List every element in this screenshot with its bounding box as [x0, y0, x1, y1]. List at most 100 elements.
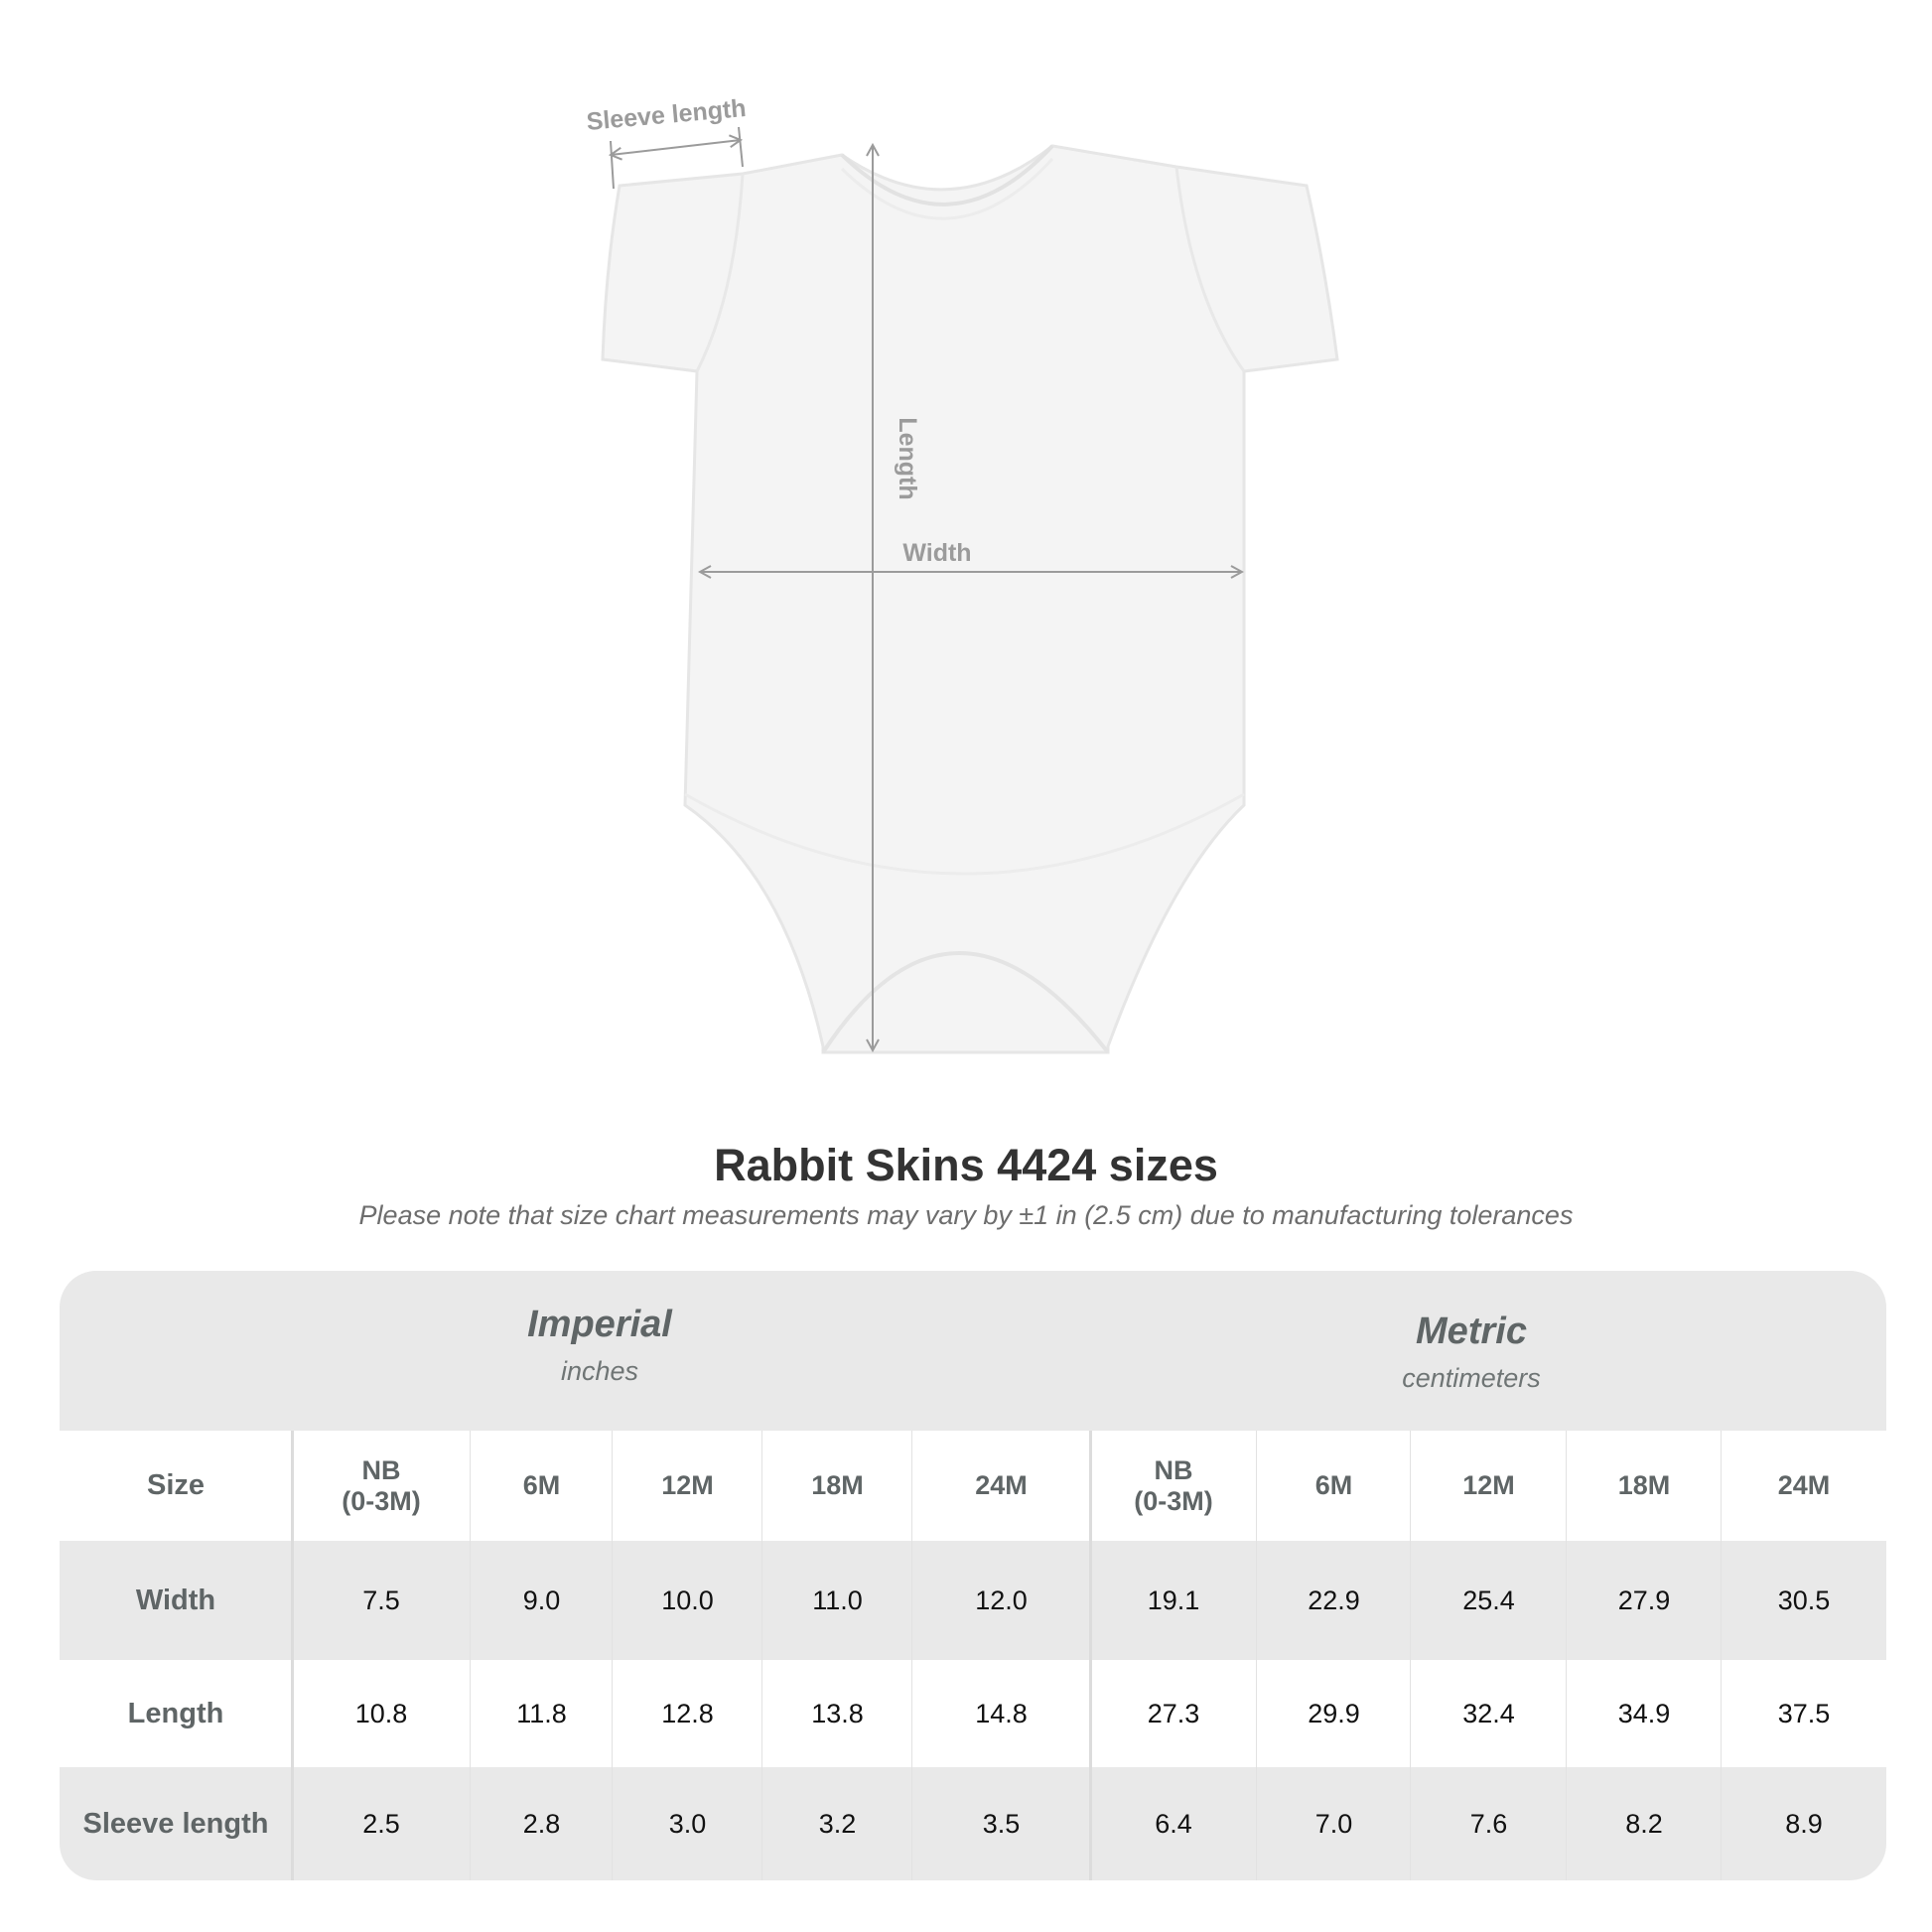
table-cell-text: 10.8	[354, 1698, 408, 1728]
size-column-header-text: 12M	[1462, 1470, 1515, 1500]
table-cell-text: 25.4	[1462, 1585, 1515, 1615]
table-cell: 14.8	[912, 1660, 1090, 1767]
table-cell: 10.0	[613, 1541, 762, 1660]
size-header-text: Size	[146, 1469, 206, 1501]
size-column-header-text: 6M	[1314, 1470, 1353, 1500]
size-column-header: NB (0-3M)	[1090, 1431, 1257, 1541]
table-cell: 19.1	[1090, 1541, 1257, 1660]
table-cell-text: 14.8	[975, 1698, 1028, 1728]
table-cell-text: 3.0	[668, 1808, 707, 1839]
table-cell: 7.0	[1257, 1767, 1411, 1880]
table-cell: 30.5	[1722, 1541, 1886, 1660]
column-divider	[761, 1431, 762, 1880]
table-cell: 37.5	[1722, 1660, 1886, 1767]
table-cell: 8.2	[1567, 1767, 1722, 1880]
onesie-diagram: Sleeve length Length Width	[586, 94, 1339, 1054]
row-label: Sleeve length	[60, 1767, 292, 1880]
table-cell-text: 7.0	[1314, 1808, 1353, 1839]
row-band-sleeve	[60, 1767, 1886, 1880]
table-cell-text: 8.9	[1785, 1808, 1823, 1839]
size-table: Imperial inches Metric centimeters Size N…	[60, 1271, 1886, 1880]
size-column-header: NB (0-3M)	[292, 1431, 471, 1541]
table-cell-text: 9.0	[522, 1585, 561, 1615]
table-cell-text: 8.2	[1625, 1808, 1663, 1839]
metric-unit: centimeters	[1402, 1363, 1541, 1393]
table-cell-text: 6.4	[1155, 1808, 1192, 1839]
size-column-header: 6M	[1257, 1431, 1411, 1541]
table-cell: 22.9	[1257, 1541, 1411, 1660]
table-cell: 11.0	[762, 1541, 912, 1660]
column-divider	[470, 1431, 471, 1880]
size-column-header: 12M	[613, 1431, 762, 1541]
sleeve-length-label: Sleeve length	[586, 94, 748, 136]
column-divider	[1566, 1431, 1567, 1880]
length-label: Length	[894, 417, 921, 499]
table-cell: 27.9	[1567, 1541, 1722, 1660]
table-cell-text: 11.8	[516, 1698, 567, 1728]
table-cell-text: 27.3	[1147, 1698, 1200, 1728]
metric-title: Metric	[1416, 1311, 1527, 1352]
table-cell-text: 12.0	[975, 1585, 1028, 1615]
width-label: Width	[902, 539, 971, 567]
table-cell: 13.8	[762, 1660, 912, 1767]
column-divider	[1089, 1431, 1092, 1880]
table-cell: 3.5	[912, 1767, 1090, 1880]
table-cell-text: 7.6	[1469, 1808, 1508, 1839]
table-cell: 7.6	[1411, 1767, 1567, 1880]
table-cell-text: 2.8	[522, 1808, 561, 1839]
size-column-header-text: 18M	[1617, 1470, 1671, 1500]
size-column-header: 24M	[1722, 1431, 1886, 1541]
size-column-header-text: 18M	[811, 1470, 864, 1500]
size-column-header: 24M	[912, 1431, 1090, 1541]
size-column-header: 6M	[471, 1431, 613, 1541]
table-cell-text: 34.9	[1617, 1698, 1671, 1728]
table-cell: 2.8	[471, 1767, 613, 1880]
table-cell-text: 10.0	[661, 1585, 714, 1615]
table-cell: 12.0	[912, 1541, 1090, 1660]
table-cell: 11.8	[471, 1660, 613, 1767]
table-cell-text: 19.1	[1147, 1585, 1200, 1615]
table-cell: 25.4	[1411, 1541, 1567, 1660]
size-column-header-text: 24M	[1777, 1470, 1831, 1500]
table-cell-text: 30.5	[1777, 1585, 1831, 1615]
column-divider	[1721, 1431, 1722, 1880]
table-cell-text: 11.0	[812, 1585, 863, 1615]
column-divider	[911, 1431, 912, 1880]
imperial-title: Imperial	[527, 1304, 672, 1345]
unit-header-band	[60, 1271, 1886, 1431]
table-cell-text: 13.8	[811, 1698, 864, 1728]
table-cell-text: 7.5	[362, 1585, 400, 1615]
table-cell: 3.2	[762, 1767, 912, 1880]
table-cell-text: 22.9	[1308, 1585, 1360, 1615]
table-cell: 7.5	[292, 1541, 471, 1660]
table-cell-text: 2.5	[362, 1808, 400, 1839]
page-title: Rabbit Skins 4424 sizes	[714, 1140, 1218, 1190]
sleeve-arrow	[611, 140, 741, 155]
size-column-header-text: NB (0-3M)	[342, 1454, 421, 1516]
row-label-text: Width	[135, 1584, 216, 1616]
table-cell: 6.4	[1090, 1767, 1257, 1880]
table-cell: 32.4	[1411, 1660, 1567, 1767]
table-cell-text: 29.9	[1308, 1698, 1360, 1728]
size-column-header-text: NB (0-3M)	[1134, 1454, 1213, 1516]
table-cell: 3.0	[613, 1767, 762, 1880]
size-column-header: 12M	[1411, 1431, 1567, 1541]
size-column-header: 18M	[1567, 1431, 1722, 1541]
tolerance-note: Please note that size chart measurements…	[358, 1200, 1574, 1230]
onesie-illustration	[601, 144, 1339, 1054]
size-header: Size	[60, 1431, 292, 1541]
column-divider	[1256, 1431, 1257, 1880]
table-cell: 34.9	[1567, 1660, 1722, 1767]
table-cell: 9.0	[471, 1541, 613, 1660]
row-label-text: Sleeve length	[82, 1807, 269, 1840]
table-cell: 12.8	[613, 1660, 762, 1767]
table-cell-text: 27.9	[1617, 1585, 1671, 1615]
imperial-unit: inches	[560, 1356, 639, 1386]
row-label-text: Length	[127, 1697, 224, 1729]
table-cell: 27.3	[1090, 1660, 1257, 1767]
table-cell-text: 32.4	[1462, 1698, 1515, 1728]
row-label: Length	[60, 1660, 292, 1767]
table-cell: 2.5	[292, 1767, 471, 1880]
column-divider	[612, 1431, 613, 1880]
table-cell: 29.9	[1257, 1660, 1411, 1767]
